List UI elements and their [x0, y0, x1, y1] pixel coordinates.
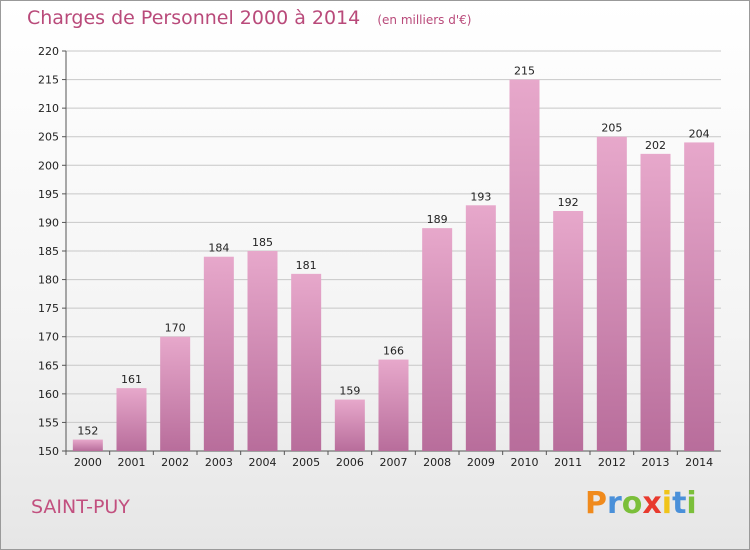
y-tick-label: 215: [38, 74, 59, 87]
x-tick-label: 2004: [249, 456, 277, 469]
y-tick-label: 165: [38, 359, 59, 372]
title-row: Charges de Personnel 2000 à 2014 (en mil…: [27, 7, 471, 29]
value-label: 192: [558, 196, 579, 209]
bar: [334, 399, 365, 451]
y-tick-label: 220: [38, 45, 59, 58]
x-tick-label: 2011: [554, 456, 582, 469]
y-tick-label: 185: [38, 245, 59, 258]
bar: [596, 136, 627, 451]
x-tick-label: 2000: [74, 456, 102, 469]
x-tick-label: 2010: [511, 456, 539, 469]
value-label: 202: [645, 139, 666, 152]
x-tick-label: 2012: [598, 456, 626, 469]
x-tick-label: 2006: [336, 456, 364, 469]
x-tick-label: 2014: [685, 456, 713, 469]
y-tick-label: 175: [38, 302, 59, 315]
x-tick-label: 2013: [642, 456, 670, 469]
bar: [160, 336, 191, 451]
chart-title: Charges de Personnel 2000 à 2014: [27, 7, 361, 29]
y-tick-label: 155: [38, 416, 59, 429]
x-tick-label: 2002: [161, 456, 189, 469]
bar: [684, 142, 715, 451]
y-tick-label: 210: [38, 102, 59, 115]
bar: [465, 205, 496, 451]
y-tick-label: 200: [38, 159, 59, 172]
value-label: 166: [383, 345, 404, 358]
value-label: 181: [296, 259, 317, 272]
y-tick-label: 150: [38, 445, 59, 458]
logo-letter: i: [661, 486, 673, 521]
x-tick-label: 2007: [380, 456, 408, 469]
value-label: 204: [689, 127, 710, 140]
value-label: 215: [514, 65, 535, 78]
chart-subtitle: (en milliers d'€): [377, 13, 472, 27]
bar: [291, 273, 322, 451]
value-label: 184: [208, 242, 229, 255]
logo-letter: t: [672, 486, 687, 521]
value-label: 189: [427, 213, 448, 226]
x-tick-label: 2005: [292, 456, 320, 469]
bar: [509, 79, 540, 452]
y-tick-label: 160: [38, 388, 59, 401]
logo-letter: x: [642, 486, 662, 521]
bar: [116, 388, 147, 451]
x-tick-label: 2009: [467, 456, 495, 469]
y-tick-label: 180: [38, 274, 59, 287]
logo-letter: o: [621, 486, 643, 521]
bar: [72, 439, 103, 451]
y-tick-label: 170: [38, 331, 59, 344]
value-label: 185: [252, 236, 273, 249]
x-tick-label: 2003: [205, 456, 233, 469]
place-name: SAINT-PUY: [31, 496, 130, 518]
y-tick-label: 205: [38, 131, 59, 144]
value-label: 152: [77, 425, 98, 438]
y-tick-label: 195: [38, 188, 59, 201]
bar: [247, 251, 278, 451]
x-tick-label: 2008: [423, 456, 451, 469]
value-label: 159: [339, 385, 360, 398]
bar: [553, 211, 584, 451]
value-label: 193: [470, 190, 491, 203]
logo-letter: P: [585, 486, 607, 521]
y-tick-label: 190: [38, 216, 59, 229]
bar: [378, 359, 409, 451]
value-label: 161: [121, 373, 142, 386]
bar: [422, 228, 453, 451]
bar: [640, 153, 671, 451]
bar: [203, 256, 234, 451]
x-tick-label: 2001: [118, 456, 146, 469]
value-label: 205: [601, 122, 622, 135]
logo-letter: r: [607, 486, 622, 521]
logo-letter: i: [686, 486, 697, 521]
brand-logo: Proxiti: [585, 486, 697, 521]
value-label: 170: [165, 322, 186, 335]
